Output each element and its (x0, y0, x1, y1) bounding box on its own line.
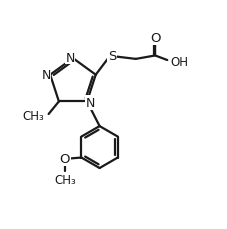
Text: N: N (85, 97, 94, 110)
Text: OH: OH (169, 55, 187, 68)
Text: CH₃: CH₃ (22, 109, 44, 122)
Text: S: S (107, 50, 116, 63)
Text: N: N (41, 69, 51, 82)
Text: O: O (149, 32, 160, 45)
Text: O: O (59, 153, 70, 166)
Text: CH₃: CH₃ (54, 174, 76, 187)
Text: N: N (65, 51, 74, 64)
